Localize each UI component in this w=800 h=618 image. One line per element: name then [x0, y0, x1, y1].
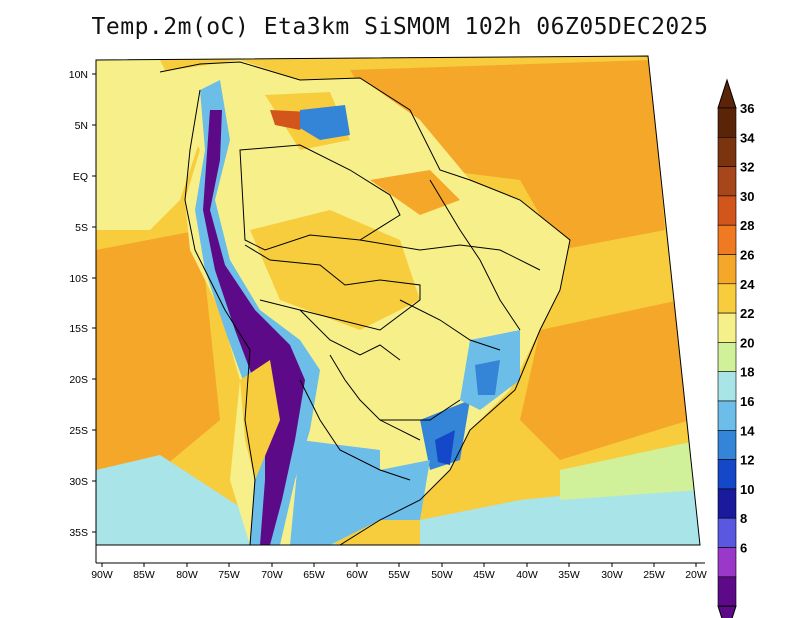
border-colombia-peru	[239, 144, 401, 251]
serra-geral-cold	[435, 430, 455, 465]
lat-label-5n: 5N	[75, 120, 88, 132]
andes-cold-core	[203, 110, 305, 545]
lon-label-40w: 40W	[516, 569, 538, 581]
colorbar-label: 26	[740, 248, 754, 263]
colorbar-label: 10	[740, 482, 754, 497]
lat-label-10n: 10N	[69, 69, 88, 81]
colorbar-swatch	[717, 488, 737, 519]
colorbar-label: 20	[740, 335, 754, 350]
latitude-axis: 10N 5N EQ 5S 10S 15S 20S 25S 30S 35S	[69, 69, 96, 539]
colorbar-under-arrow	[717, 605, 737, 618]
mantiqueira-cold	[475, 360, 500, 395]
pacific-warm	[96, 230, 220, 480]
lon-label-85w: 85W	[133, 569, 155, 581]
lon-label-45w: 45W	[473, 569, 495, 581]
border-paraguay	[329, 354, 421, 441]
lon-label-25w: 25W	[643, 569, 665, 581]
lat-label-30s: 30S	[69, 476, 88, 488]
amazon-warm-patch	[250, 210, 420, 330]
colorbar-swatch	[717, 517, 737, 548]
border-argentina	[299, 379, 411, 481]
lon-label-50w: 50W	[431, 569, 453, 581]
atlantic-warm-band	[350, 60, 665, 250]
lat-label-15s: 15S	[69, 323, 88, 335]
country-borders	[159, 61, 571, 545]
east-coastline	[159, 61, 571, 545]
colorbar-label: 8	[740, 511, 747, 526]
lat-label-25s: 25S	[69, 425, 88, 437]
lon-label-90w: 90W	[91, 569, 113, 581]
colorbar-label: 16	[740, 394, 754, 409]
lat-label-5s: 5S	[75, 222, 88, 234]
lat-label-35s: 35S	[69, 527, 88, 539]
lon-label-55w: 55W	[388, 569, 410, 581]
colorbar-swatch	[717, 137, 737, 167]
lat-label-20s: 20S	[69, 374, 88, 386]
lon-label-35w: 35W	[558, 569, 580, 581]
lon-label-20w: 20W	[685, 569, 707, 581]
pacific-north-cool	[96, 60, 200, 230]
colorbar-swatch	[717, 400, 737, 431]
lon-label-65w: 65W	[303, 569, 325, 581]
brazil-states-c	[399, 299, 501, 351]
west-coastline	[184, 89, 256, 545]
south-atlantic-mid	[560, 440, 700, 500]
longitude-axis: 90W 85W 80W 75W 70W 65W 60W 55W 50W 45W …	[91, 563, 707, 581]
border-bolivia	[299, 309, 401, 361]
lon-label-75w: 75W	[218, 569, 240, 581]
colorbar-label: 22	[740, 306, 754, 321]
brazil-states-a	[429, 179, 521, 331]
colorbar-label: 24	[740, 277, 755, 292]
colorbar-swatch	[717, 224, 737, 255]
colorbar-swatch	[717, 342, 737, 372]
south-atlantic-cool	[420, 480, 700, 545]
rio-grande-sul-cool	[375, 460, 430, 520]
colorbar-label: 32	[740, 160, 754, 175]
atlantic-south-warm	[520, 300, 690, 460]
colorbar-swatch	[717, 195, 737, 226]
colorbar-swatch	[717, 459, 737, 490]
lon-label-80w: 80W	[176, 569, 198, 581]
colorbar-swatch	[717, 254, 737, 285]
lat-label-10s: 10S	[69, 273, 88, 285]
brazil-states-d	[380, 399, 461, 421]
colorbar-swatch	[717, 283, 737, 314]
colorbar-swatch	[717, 312, 737, 343]
colorbar: 36 34 32 30 28 26 24 22 20 18 16 14 12 10 8 6	[717, 78, 755, 618]
colorbar-label: 30	[740, 189, 754, 204]
colorbar-label: 28	[740, 218, 754, 233]
colorbar-label: 12	[740, 453, 754, 468]
guiana-highlands-cool	[300, 105, 350, 140]
colorbar-swatch	[717, 107, 737, 138]
colorbar-over-arrow	[717, 78, 737, 109]
colorbar-swatch	[717, 576, 737, 607]
border-peru-brazil	[244, 244, 421, 331]
colorbar-label: 18	[740, 365, 754, 380]
brazil-states-b	[359, 239, 541, 271]
colorbar-label: 6	[740, 541, 747, 556]
map-title: Temp.2m(oC) Eta3km SiSMOM 102h 06Z05DEC2…	[91, 14, 709, 40]
colorbar-label: 36	[740, 101, 754, 116]
map-field	[96, 56, 700, 545]
colorbar-swatch	[717, 547, 737, 578]
colorbar-swatch	[717, 371, 737, 402]
lon-label-70w: 70W	[261, 569, 283, 581]
colorbar-label: 34	[740, 130, 755, 145]
lon-label-30w: 30W	[601, 569, 623, 581]
colorbar-swatch	[717, 166, 737, 197]
lon-label-60w: 60W	[346, 569, 368, 581]
amazon-mouth-warm	[370, 170, 460, 215]
colorbar-label: 14	[740, 423, 755, 438]
south-pacific-cool	[96, 455, 340, 545]
pampa-cool	[290, 440, 380, 545]
lat-label-eq: EQ	[73, 171, 88, 183]
colorbar-swatch	[717, 429, 737, 460]
